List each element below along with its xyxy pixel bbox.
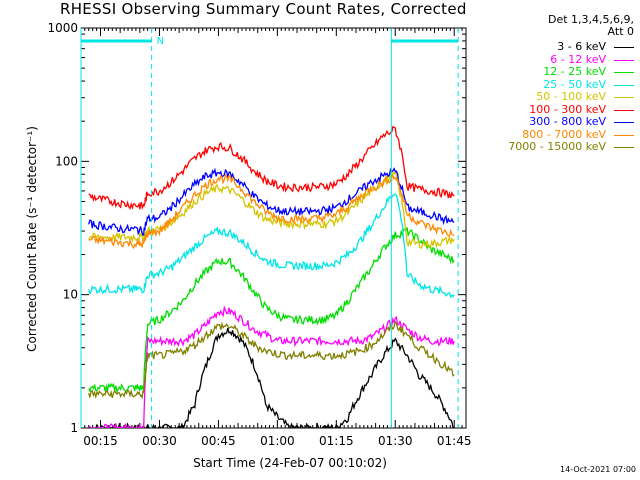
legend-label: 7000 - 15000 keV	[508, 140, 606, 153]
series-line-12-25keV	[88, 227, 455, 394]
y-tick-label: 10	[63, 288, 78, 302]
legend-label: 6 - 12 keV	[550, 52, 606, 66]
legend-item: 100 - 300 keV	[454, 102, 634, 116]
x-tick-label: 00:15	[83, 434, 118, 448]
legend-swatch	[614, 134, 634, 136]
legend-item: 6 - 12 keV	[454, 52, 634, 66]
y-tick-label: 100	[55, 154, 78, 168]
legend-swatch	[614, 84, 634, 86]
legend-title-line-1: Det 1,3,4,5,6,9,	[547, 13, 634, 26]
x-tick-label: 00:45	[201, 434, 236, 448]
x-tick-label: 00:30	[142, 434, 177, 448]
x-tick-label: 01:00	[260, 434, 295, 448]
legend-item: 800 - 7000 keV	[454, 127, 634, 141]
render-timestamp: 14-Oct-2021 07:00	[560, 465, 636, 474]
legend-label: 50 - 100 keV	[536, 90, 606, 103]
legend-label: 25 - 50 keV	[543, 77, 606, 91]
legend-label: 300 - 800 keV	[529, 115, 606, 128]
x-axis-label: Start Time (24-Feb-07 00:10:02)	[193, 456, 387, 470]
legend-item: 7000 - 15000 keV	[454, 141, 634, 153]
legend-swatch	[614, 122, 634, 123]
legend-item: 25 - 50 keV	[454, 77, 634, 91]
series-group	[88, 125, 455, 428]
legend-label: 12 - 25 keV	[543, 65, 606, 78]
series-line-100-300keV	[88, 125, 455, 211]
legend-swatch	[614, 47, 634, 48]
chart-title: RHESSI Observing Summary Count Rates, Co…	[60, 0, 467, 18]
y-tick-label: 1000	[47, 21, 78, 35]
legend-swatch	[614, 59, 634, 61]
legend-swatch	[614, 97, 634, 98]
series-line-7000-15000keV	[88, 320, 455, 400]
series-line-300-800keV	[88, 167, 455, 236]
legend-item: 12 - 25 keV	[454, 66, 634, 78]
legend-title-line-2: Att 0	[607, 25, 634, 38]
y-tick-label: 1	[70, 421, 78, 435]
x-tick-label: 01:45	[437, 434, 472, 448]
x-tick-label: 01:30	[378, 434, 413, 448]
legend-label: 800 - 7000 keV	[522, 127, 606, 141]
legend-item: 300 - 800 keV	[454, 116, 634, 128]
legend-item: 3 - 6 keV	[454, 41, 634, 53]
legend-item: 50 - 100 keV	[454, 91, 634, 103]
legend-swatch	[614, 147, 634, 148]
legend-label: 3 - 6 keV	[557, 40, 606, 53]
x-tick-label: 01:15	[319, 434, 354, 448]
legend-swatch	[614, 109, 634, 111]
plot-frame	[80, 27, 467, 429]
legend-swatch	[614, 72, 634, 73]
interval-flag-label: N	[157, 36, 164, 47]
legend-label: 100 - 300 keV	[529, 102, 606, 116]
